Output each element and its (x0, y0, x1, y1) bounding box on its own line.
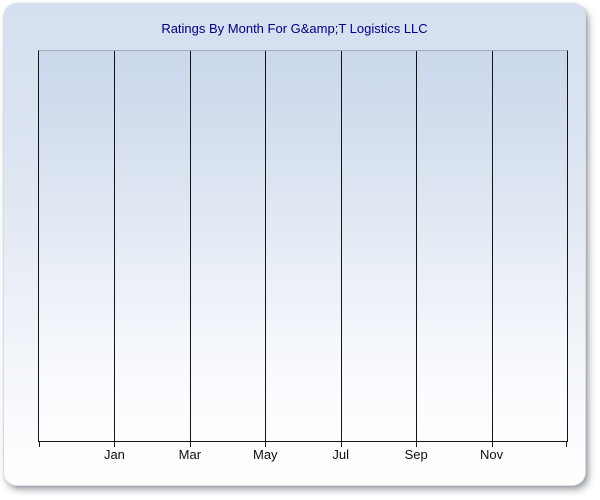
plot-area: Jan Mar May Jul Sep Nov (38, 50, 568, 462)
x-axis-tick (416, 441, 418, 447)
chart-panel: Ratings By Month For G&amp;T Logistics L… (3, 3, 586, 486)
vertical-gridline (416, 51, 418, 441)
vertical-gridline (491, 51, 493, 441)
x-axis-tick (340, 441, 342, 447)
x-axis-tick (39, 441, 40, 447)
x-axis-tick (491, 441, 493, 447)
x-axis-label: Jul (332, 447, 350, 462)
x-axis-tick (566, 441, 567, 447)
x-axis-tick (265, 441, 267, 447)
vertical-gridline (189, 51, 191, 441)
vertical-gridline (114, 51, 116, 441)
x-axis-tick (114, 441, 116, 447)
x-axis-label: Jan (103, 447, 125, 462)
x-axis-label: May (253, 447, 278, 462)
chart-title: Ratings By Month For G&amp;T Logistics L… (161, 21, 428, 36)
vertical-gridline (265, 51, 267, 441)
vertical-gridline (340, 51, 342, 441)
x-axis-label: Mar (178, 447, 202, 462)
x-axis-label: Sep (404, 447, 428, 462)
x-axis-tick (189, 441, 191, 447)
x-axis-label: Nov (480, 447, 504, 462)
